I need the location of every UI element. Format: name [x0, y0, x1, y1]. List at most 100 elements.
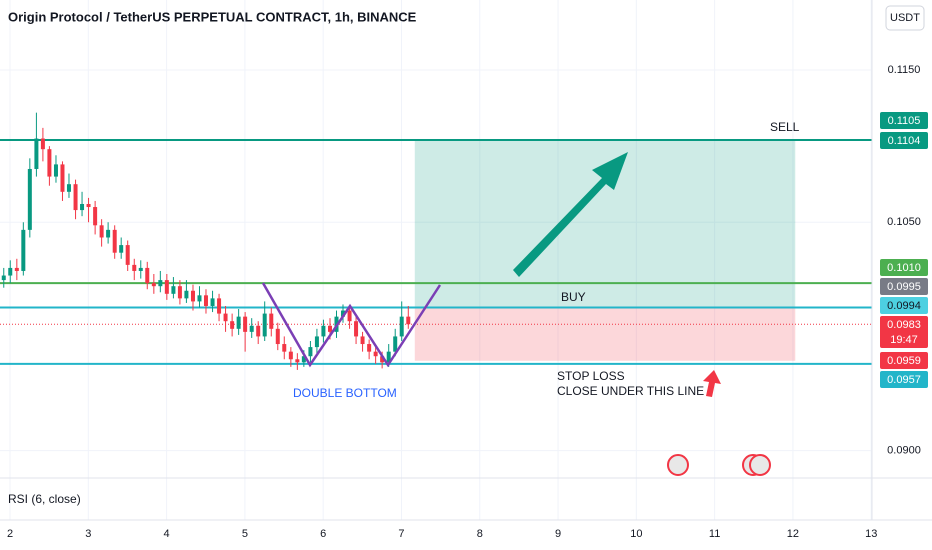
- candle-body: [282, 344, 287, 352]
- double-bottom-label: DOUBLE BOTTOM: [293, 386, 397, 400]
- x-tick-label: 11: [709, 528, 720, 540]
- price-label: 0.0959: [887, 355, 921, 367]
- x-tick-label: 13: [865, 528, 877, 540]
- candle-body: [347, 310, 352, 322]
- candle-body: [203, 295, 208, 306]
- x-tick-label: 4: [164, 528, 170, 540]
- candle-body: [171, 286, 176, 294]
- candle-body: [1, 275, 6, 281]
- price-label-bg: [880, 259, 928, 276]
- price-label-bg: [880, 371, 928, 388]
- candle-body: [373, 351, 378, 357]
- candle-body: [223, 313, 228, 322]
- countdown: 19:47: [890, 334, 918, 346]
- candle-body: [197, 295, 202, 302]
- candle-body: [360, 336, 365, 345]
- candle-body: [21, 229, 26, 271]
- chart-title: Origin Protocol / TetherUS PERPETUAL CON…: [8, 9, 417, 24]
- price-label: 0.0994: [887, 300, 921, 312]
- x-tick-label: 12: [787, 528, 799, 540]
- x-tick-label: 3: [85, 528, 91, 540]
- y-tick-label: 0.0900: [887, 445, 921, 457]
- candle-body: [210, 298, 215, 306]
- candle-body: [367, 344, 372, 352]
- candle-body: [158, 280, 163, 287]
- x-tick-label: 5: [242, 528, 248, 540]
- candle-body: [138, 267, 143, 271]
- candle-body: [151, 283, 156, 287]
- event-icon[interactable]: [667, 454, 689, 476]
- candle-body: [217, 298, 222, 314]
- loss-zone: [414, 307, 796, 361]
- candle-body: [66, 184, 71, 192]
- candle-body: [99, 225, 104, 238]
- candle-body: [321, 325, 326, 337]
- price-label-bg: [880, 297, 928, 314]
- currency[interactable]: USDT: [890, 12, 920, 24]
- y-tick-label: 0.1050: [887, 216, 921, 228]
- x-tick-label: 2: [7, 528, 13, 540]
- candle-body: [308, 347, 313, 357]
- price-label-bg: [880, 112, 928, 129]
- candle-body: [93, 207, 98, 226]
- candle-body: [354, 321, 359, 337]
- candle-body: [269, 313, 274, 329]
- y-tick-label: 0.1150: [888, 64, 921, 76]
- x-tick-label: 10: [630, 528, 642, 540]
- currency-button[interactable]: [885, 5, 925, 31]
- candle-body: [106, 229, 111, 238]
- candle-body: [60, 164, 65, 192]
- candle-body: [164, 280, 169, 294]
- candle-body: [288, 351, 293, 360]
- candle-body: [14, 267, 19, 271]
- candle-body: [80, 203, 85, 211]
- double-bottom-drawing: [261, 282, 442, 368]
- candle-body: [132, 264, 137, 271]
- candle-body: [34, 138, 39, 169]
- candle-body: [47, 149, 52, 177]
- price-label: 0.0983: [887, 319, 921, 331]
- candle-body: [145, 267, 150, 284]
- candle-body: [386, 351, 391, 363]
- down-arrow: [703, 370, 721, 397]
- buy-label: BUY: [561, 290, 586, 304]
- candle-body: [53, 164, 58, 177]
- candle-body: [8, 267, 13, 276]
- candle-body: [40, 138, 45, 150]
- price-label: 0.1105: [888, 115, 921, 127]
- candle-body: [190, 290, 195, 302]
- candle-body: [184, 290, 189, 299]
- candle-body: [236, 316, 241, 329]
- candle-body: [119, 245, 124, 253]
- up-arrow: [513, 152, 628, 277]
- candle-body: [27, 168, 32, 230]
- price-label-bg: [880, 132, 928, 149]
- price-label-bg: [880, 278, 928, 295]
- candle-body: [340, 310, 345, 317]
- candle-body: [327, 325, 332, 332]
- candle-body: [256, 325, 261, 337]
- candles: [1, 112, 411, 370]
- price-label: 0.1104: [888, 135, 921, 147]
- x-tick-label: 7: [398, 528, 404, 540]
- levels: [0, 139, 872, 365]
- candle-body: [314, 336, 319, 348]
- candle-body: [406, 316, 411, 325]
- indicator-label: RSI (6, close): [8, 492, 81, 506]
- candle-body: [73, 184, 78, 211]
- candle-body: [177, 286, 182, 299]
- candle-body: [125, 245, 130, 265]
- candle-body: [112, 229, 117, 253]
- price-label-bg: [880, 316, 928, 348]
- stop-loss-note: CLOSE UNDER THIS LINE: [557, 384, 704, 398]
- candle-body: [230, 321, 235, 329]
- x-tick-label: 8: [477, 528, 483, 540]
- candle-body: [243, 316, 248, 332]
- sell-label: SELL: [770, 120, 800, 134]
- candle-body: [393, 336, 398, 352]
- candle-body: [249, 325, 254, 332]
- candle-body: [399, 316, 404, 337]
- candle-body: [86, 203, 91, 208]
- event-icon[interactable]: [749, 454, 771, 476]
